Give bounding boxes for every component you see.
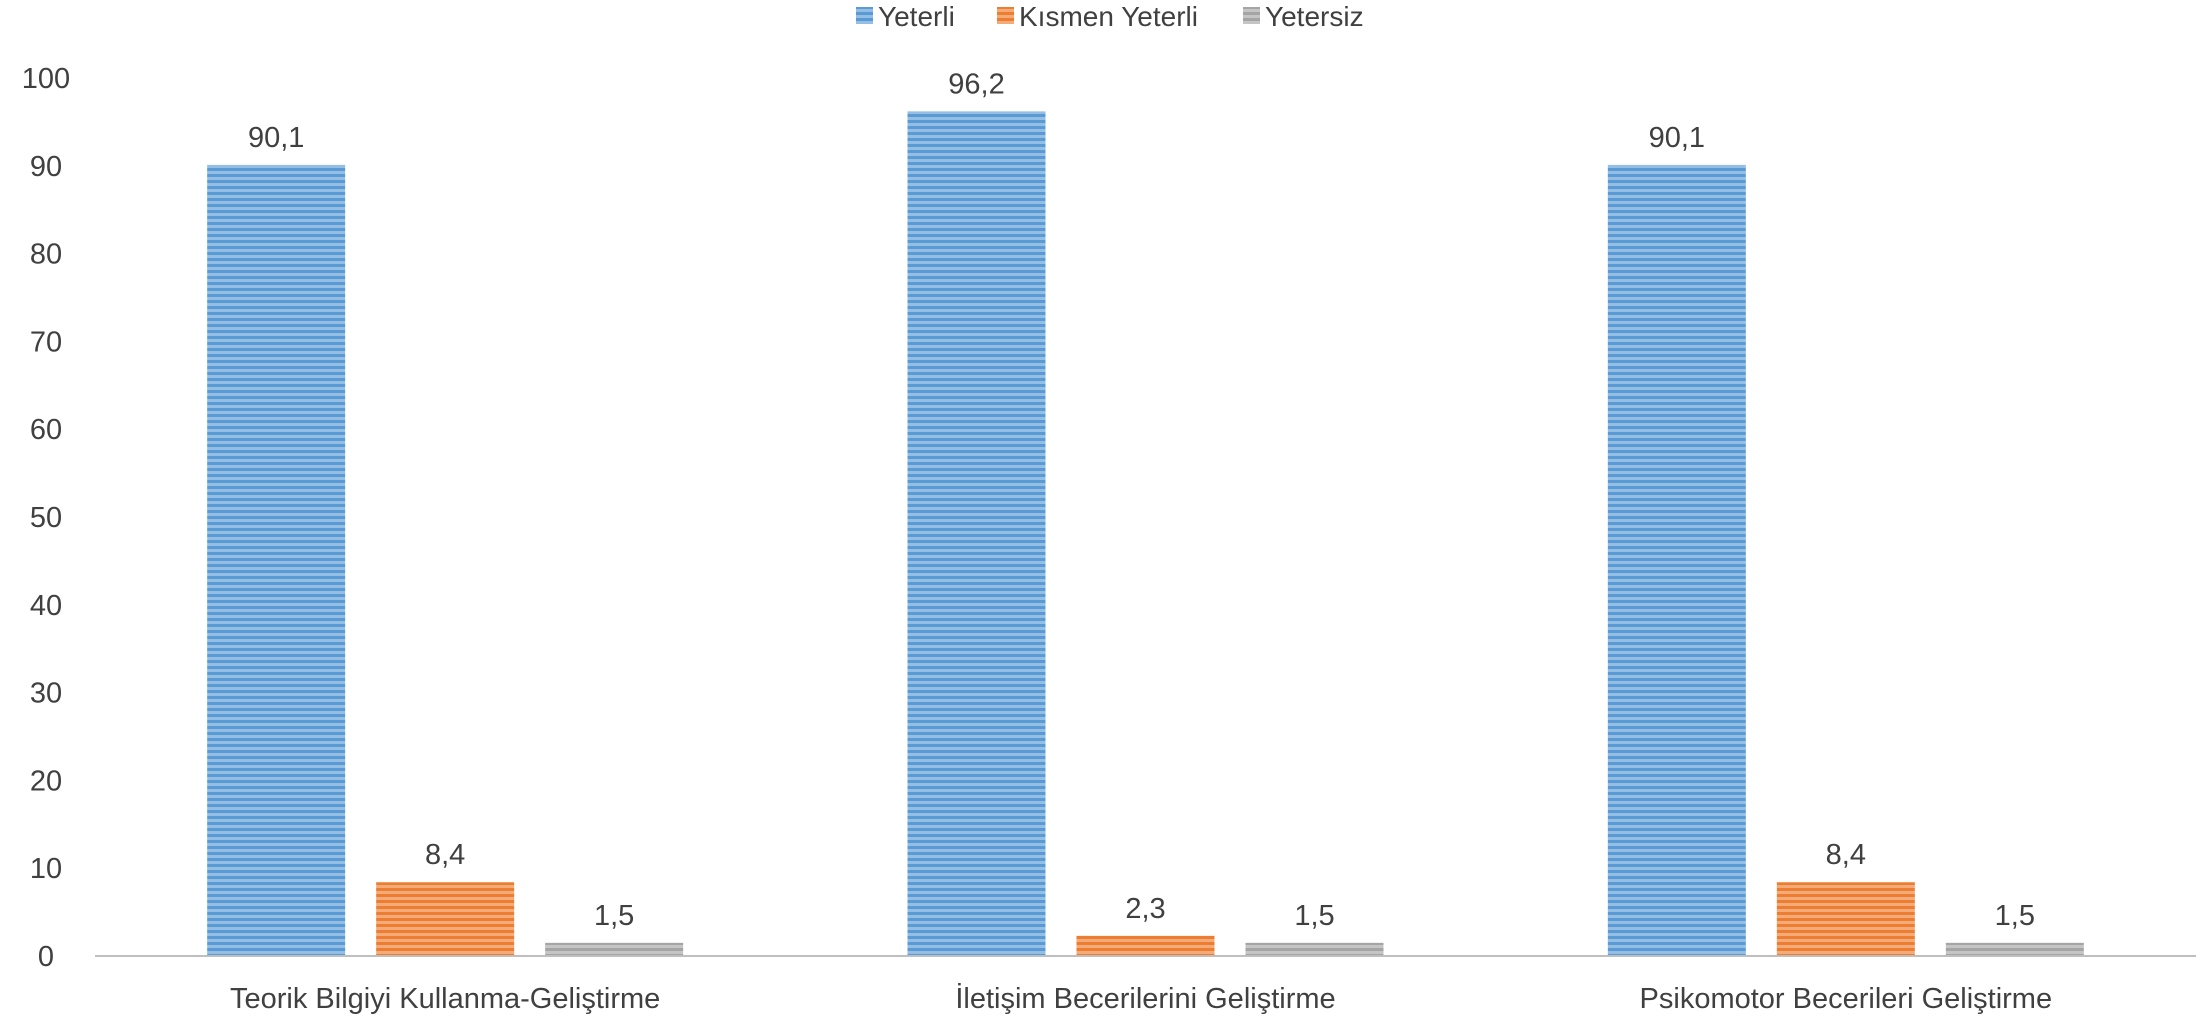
y-tick-label-70: 70 bbox=[30, 326, 62, 358]
y-tick-label-0: 0 bbox=[38, 941, 54, 973]
bar-yetersiz-psikomotor-becerileri-gelistirme bbox=[1945, 942, 2084, 956]
legend-swatch-yetersiz bbox=[1243, 7, 1260, 24]
bar-kismen-yeterli-iletisim-becerilerini-gelistirme bbox=[1076, 935, 1215, 956]
data-label-kismen-yeterli-iletisim-becerilerini-gelistirme: 2,3 bbox=[1125, 893, 1165, 925]
y-tick-label-50: 50 bbox=[30, 502, 62, 534]
bar-yeterli-teorik-bilgiyi-kullanma-gelistirme bbox=[207, 164, 346, 956]
y-tick-label-60: 60 bbox=[30, 414, 62, 446]
legend-label-yeterli: Yeterli bbox=[878, 1, 955, 32]
bar-kismen-yeterli-psikomotor-becerileri-gelistirme bbox=[1776, 882, 1915, 956]
legend-label-kismen-yeterli: Kısmen Yeterli bbox=[1019, 1, 1198, 32]
bars bbox=[207, 111, 2084, 956]
y-tick-label-80: 80 bbox=[30, 239, 62, 271]
y-tick-label-90: 90 bbox=[30, 151, 62, 183]
data-label-kismen-yeterli-teorik-bilgiyi-kullanma-gelistirme: 8,4 bbox=[425, 839, 465, 871]
bar-kismen-yeterli-teorik-bilgiyi-kullanma-gelistirme bbox=[376, 882, 515, 956]
legend-swatch-yeterli bbox=[856, 7, 873, 24]
data-label-yetersiz-psikomotor-becerileri-gelistirme: 1,5 bbox=[1995, 900, 2035, 932]
y-tick-label-30: 30 bbox=[30, 678, 62, 710]
legend-item-yeterli: Yeterli bbox=[856, 1, 955, 32]
data-label-yetersiz-teorik-bilgiyi-kullanma-gelistirme: 1,5 bbox=[594, 900, 634, 932]
legend-item-yetersiz: Yetersiz bbox=[1243, 1, 1364, 32]
legend-label-yetersiz: Yetersiz bbox=[1265, 1, 1364, 32]
legend-item-kismen-yeterli: Kısmen Yeterli bbox=[997, 1, 1198, 32]
data-label-yetersiz-iletisim-becerilerini-gelistirme: 1,5 bbox=[1294, 900, 1334, 932]
y-tick-label-100: 100 bbox=[22, 63, 70, 95]
bar-yeterli-iletisim-becerilerini-gelistirme bbox=[907, 111, 1046, 956]
legend-swatch-kismen-yeterli bbox=[997, 7, 1014, 24]
y-tick-label-40: 40 bbox=[30, 590, 62, 622]
y-tick-label-20: 20 bbox=[30, 765, 62, 797]
data-labels: 90,1 8,4 1,5 96,2 2,3 1,5 90,1 8,4 1,5 bbox=[248, 68, 2035, 931]
bar-yetersiz-teorik-bilgiyi-kullanma-gelistirme bbox=[545, 942, 684, 956]
data-label-yeterli-teorik-bilgiyi-kullanma-gelistirme: 90,1 bbox=[248, 122, 304, 154]
bar-yetersiz-iletisim-becerilerini-gelistirme bbox=[1245, 942, 1384, 956]
data-label-yeterli-iletisim-becerilerini-gelistirme: 96,2 bbox=[948, 68, 1004, 100]
y-tick-label-10: 10 bbox=[30, 853, 62, 885]
data-label-yeterli-psikomotor-becerileri-gelistirme: 90,1 bbox=[1649, 122, 1705, 154]
x-axis: Teorik Bilgiyi Kullanma-Geliştirme İletiş… bbox=[95, 955, 2196, 1015]
data-label-kismen-yeterli-psikomotor-becerileri-gelistirme: 8,4 bbox=[1826, 839, 1866, 871]
y-axis: 0 10 20 30 40 50 60 70 80 90 100 bbox=[22, 63, 70, 973]
x-category-label-teorik-bilgiyi-kullanma-gelistirme: Teorik Bilgiyi Kullanma-Geliştirme bbox=[230, 983, 660, 1015]
x-category-label-iletisim-becerilerini-gelistirme: İletişim Becerilerini Geliştirme bbox=[955, 982, 1335, 1015]
x-category-label-psikomotor-becerileri-gelistirme: Psikomotor Becerileri Geliştirme bbox=[1640, 983, 2053, 1015]
legend: Yeterli Kısmen Yeterli Yetersiz bbox=[856, 1, 1364, 32]
bar-yeterli-psikomotor-becerileri-gelistirme bbox=[1607, 164, 1746, 956]
